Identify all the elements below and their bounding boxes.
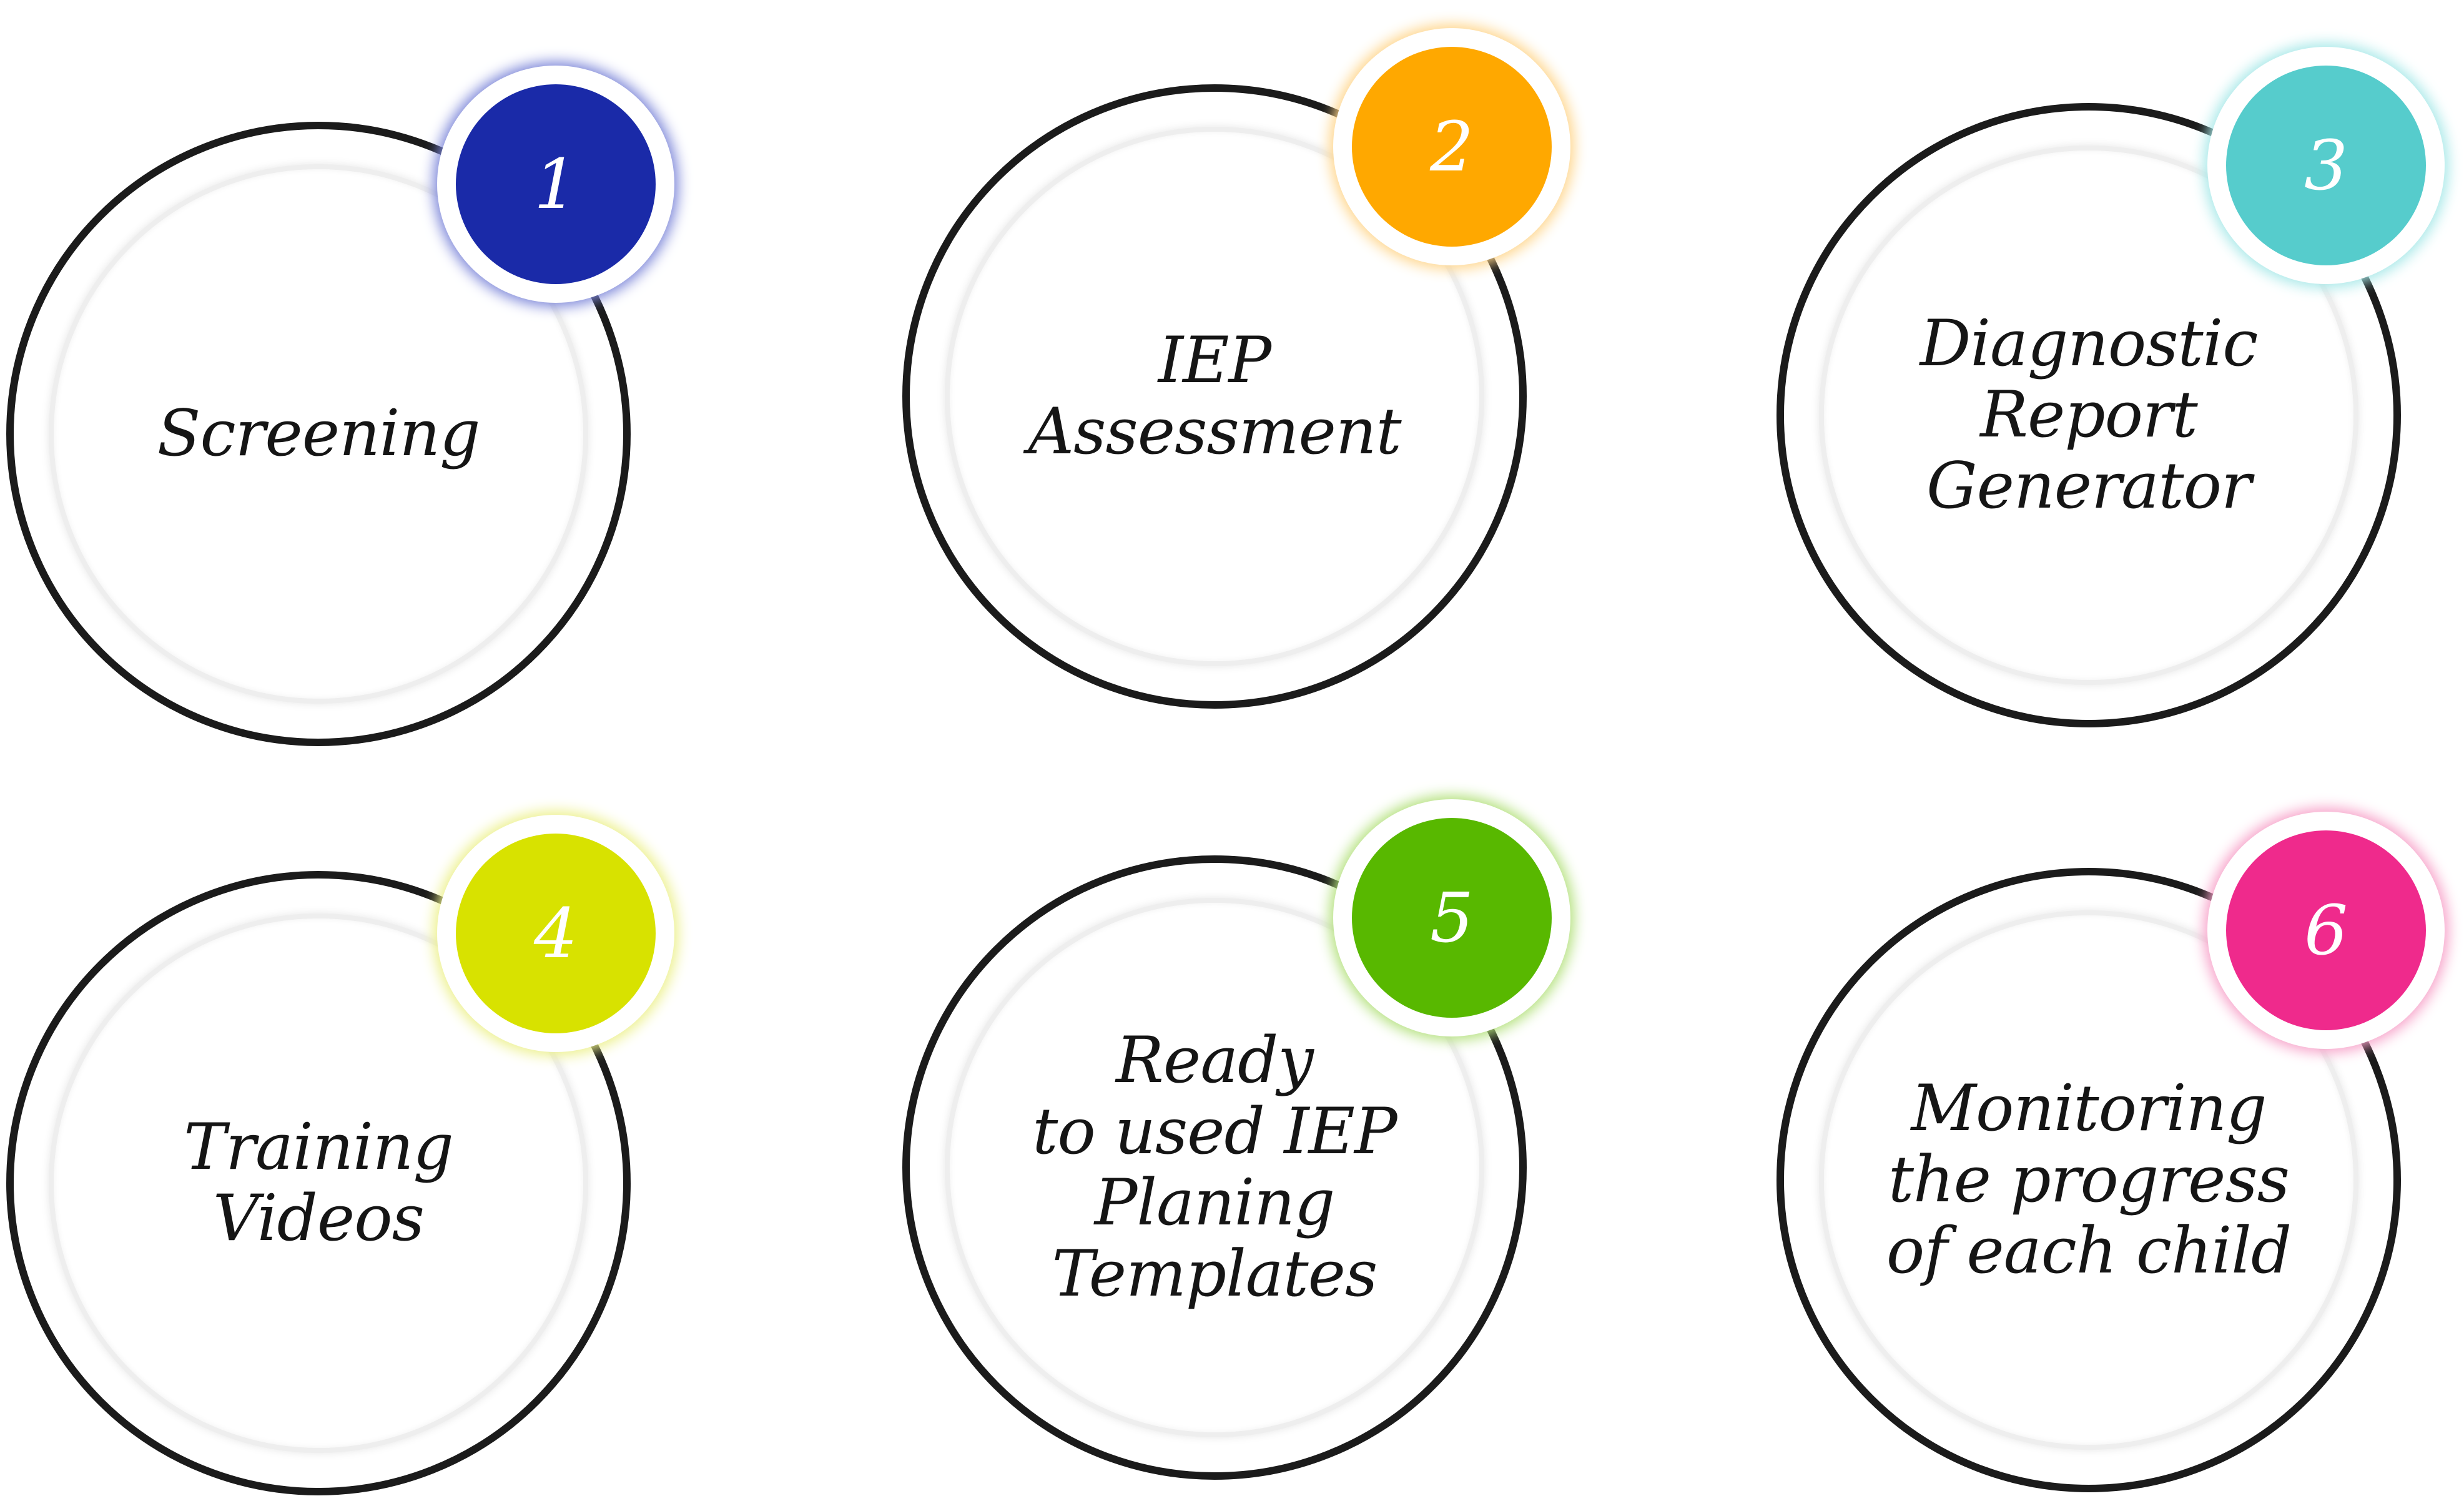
step-number: 2 — [1352, 47, 1552, 247]
step-3: Diagnostic Report Generator 3 — [1777, 47, 2445, 727]
step-number: 4 — [456, 834, 656, 1033]
step-2: IEP Assessment 2 — [902, 28, 1570, 709]
step-5: Ready to used IEP Planing Templates 5 — [902, 799, 1570, 1480]
step-1: Screening 1 — [6, 66, 674, 746]
step-4: Training Videos 4 — [6, 815, 674, 1495]
step-badge: 3 — [2207, 47, 2445, 284]
step-badge: 2 — [1333, 28, 1570, 265]
step-number: 3 — [2226, 66, 2426, 265]
step-6: Monitoring the progress of each child 6 — [1777, 812, 2445, 1492]
step-number: 5 — [1352, 818, 1552, 1018]
step-label: Screening — [157, 396, 481, 471]
step-label: Diagnostic Report Generator — [1919, 306, 2259, 524]
step-badge: 1 — [437, 66, 674, 303]
step-badge: 5 — [1333, 799, 1570, 1036]
step-number: 6 — [2226, 830, 2426, 1030]
step-label: Monitoring the progress of each child — [1886, 1071, 2292, 1289]
step-label: Training Videos — [184, 1110, 454, 1256]
step-label: IEP Assessment — [1028, 323, 1401, 469]
step-badge: 6 — [2207, 812, 2445, 1049]
step-number: 1 — [456, 84, 656, 284]
step-badge: 4 — [437, 815, 674, 1052]
step-label: Ready to used IEP Planing Templates — [1032, 1023, 1397, 1312]
